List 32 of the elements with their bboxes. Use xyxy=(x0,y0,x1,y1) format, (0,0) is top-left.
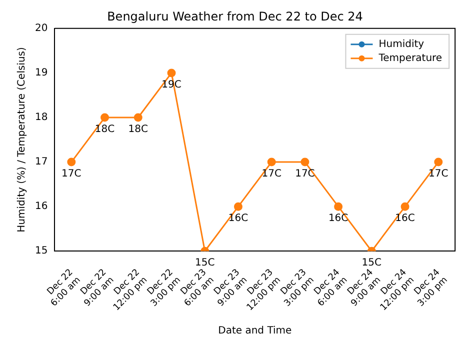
y-tick-label: 16 xyxy=(34,201,48,212)
point xyxy=(400,202,410,211)
point xyxy=(134,113,142,122)
point xyxy=(267,158,276,166)
point xyxy=(234,202,242,211)
legend-label: Humidity xyxy=(378,38,424,50)
y-tick-label: 20 xyxy=(34,22,48,34)
point xyxy=(167,68,176,78)
x-axis-title: Date and Time xyxy=(218,326,292,337)
data-label: 15C xyxy=(194,258,215,269)
data-label: 17C xyxy=(295,168,315,180)
point xyxy=(100,113,110,122)
point xyxy=(434,158,443,166)
y-tick-label: 19 xyxy=(34,68,48,79)
legend-label: Temperature xyxy=(378,52,442,64)
point xyxy=(67,158,76,166)
data-label: 17C xyxy=(262,168,282,180)
y-axis-title: Humidity (%) / Temperature (Celsius) xyxy=(16,47,28,232)
point xyxy=(300,158,310,166)
y-tick-label: 18 xyxy=(34,112,48,124)
data-label: 15C xyxy=(362,258,382,269)
y-tick-label: 17 xyxy=(34,156,48,168)
data-label: 17C xyxy=(62,168,82,180)
data-label: 16C xyxy=(395,213,415,224)
data-label: 16C xyxy=(228,213,248,224)
data-label: 16C xyxy=(328,213,348,224)
data-label: 18C xyxy=(94,124,115,136)
data-label: 17C xyxy=(428,168,448,180)
chart-title: Bengaluru Weather from Dec 22 to Dec 24 xyxy=(107,9,363,24)
point xyxy=(334,202,343,211)
data-label: 18C xyxy=(128,124,148,136)
y-tick-label: 15 xyxy=(34,246,48,257)
